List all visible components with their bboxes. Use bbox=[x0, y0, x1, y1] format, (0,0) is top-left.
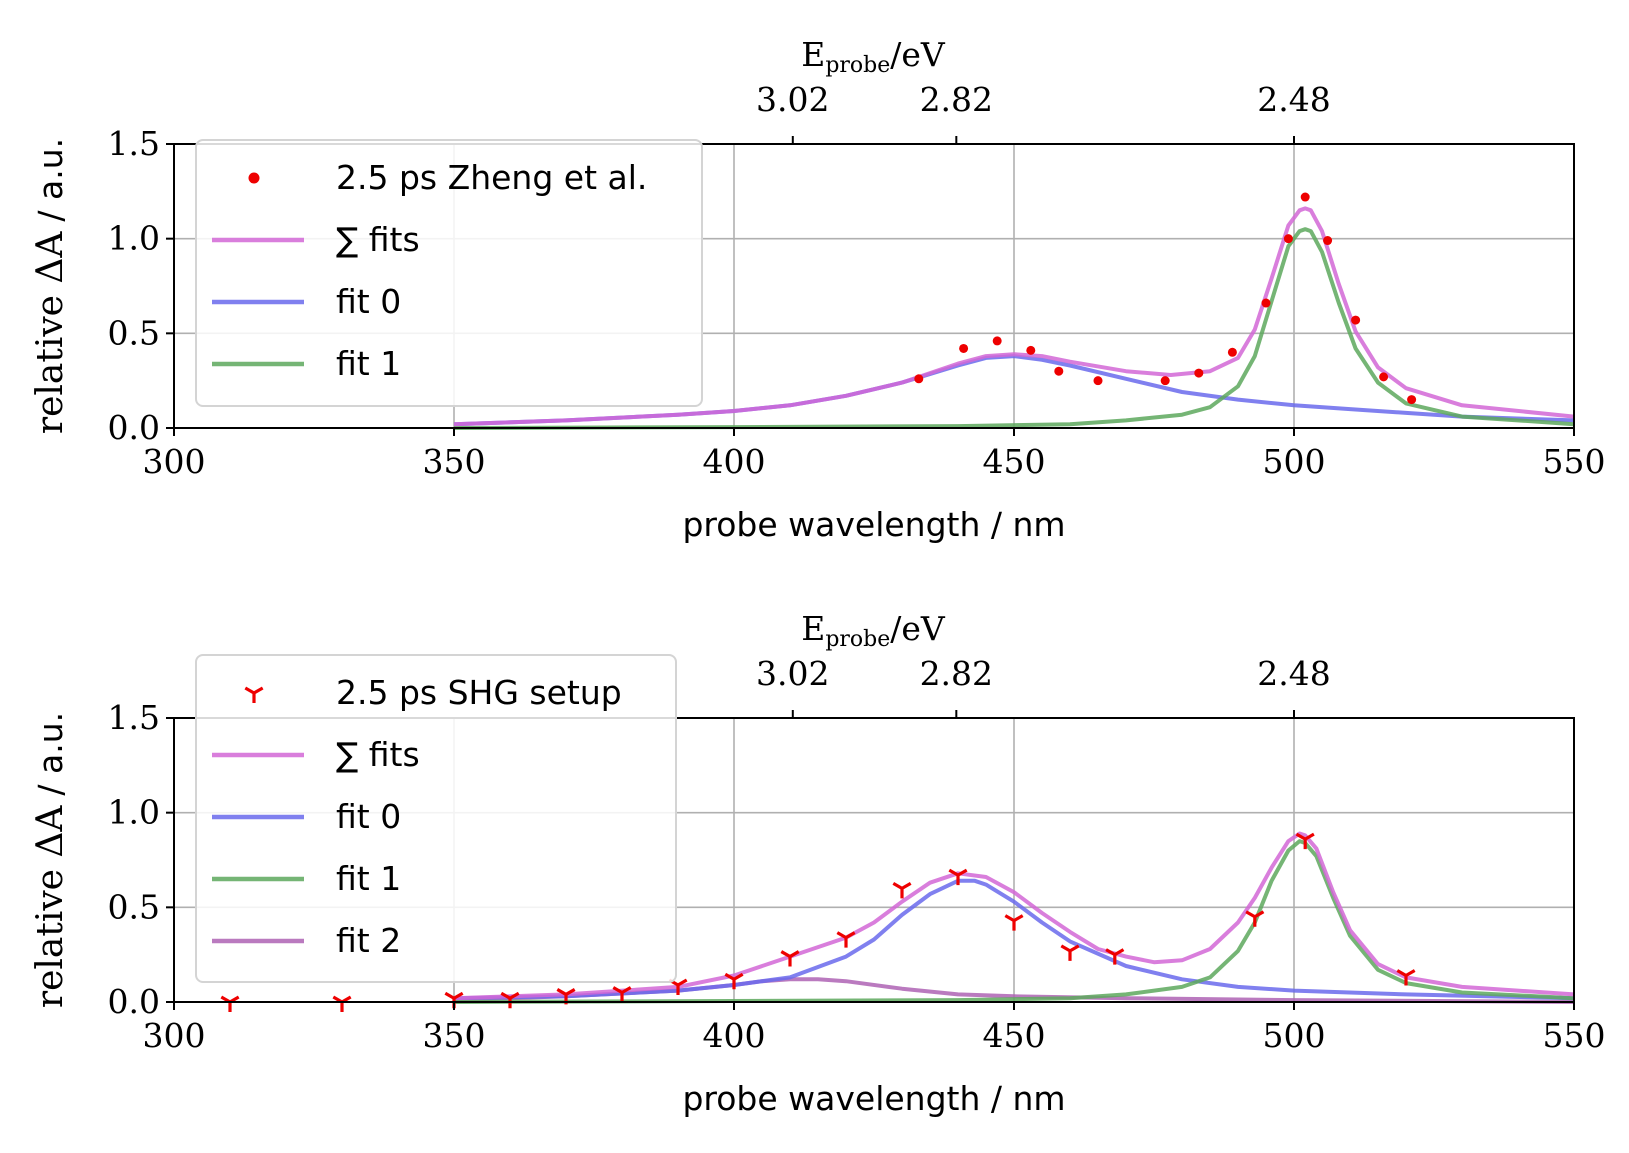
y-tick-label: 1.0 bbox=[108, 219, 160, 258]
plot-frame bbox=[173, 717, 1575, 1003]
x-axis-label: probe wavelength / nm bbox=[682, 505, 1065, 544]
data-point bbox=[780, 950, 800, 967]
y-tick-label: 0.5 bbox=[108, 313, 160, 352]
x-tick-label: 500 bbox=[1263, 1016, 1326, 1055]
data-point bbox=[1026, 345, 1036, 355]
top-axis-label-unit: /eV bbox=[890, 609, 946, 648]
data-point bbox=[1396, 969, 1416, 986]
top-axis-label-main: E bbox=[801, 609, 825, 648]
y-axis-label-unit: / a.u. bbox=[31, 138, 70, 222]
plot-frame bbox=[173, 143, 1575, 429]
x-tick-label: 500 bbox=[1263, 442, 1326, 481]
data-point bbox=[992, 336, 1002, 346]
x-axis-label: probe wavelength / nm bbox=[682, 1079, 1065, 1118]
x-tick-label: 400 bbox=[703, 442, 766, 481]
x-tick-label: 400 bbox=[703, 1016, 766, 1055]
y-tick-label: 1.5 bbox=[108, 124, 160, 163]
top-tick-label: 2.82 bbox=[920, 80, 993, 119]
data-point bbox=[1245, 910, 1265, 927]
x-tick-label: 300 bbox=[143, 442, 206, 481]
top-axis-label-main: E bbox=[801, 35, 825, 74]
x-tick-label: 350 bbox=[423, 442, 486, 481]
top-axis-label: Eprobe/eV bbox=[801, 35, 946, 78]
y-axis-label: relative ΔA / a.u. bbox=[30, 138, 71, 434]
series-line-sum bbox=[453, 206, 1575, 427]
data-point bbox=[1300, 192, 1310, 202]
x-tick-label: 350 bbox=[423, 1016, 486, 1055]
y-axis-label: relative ΔA / a.u. bbox=[30, 712, 71, 1008]
data-point bbox=[332, 995, 352, 1012]
data-point bbox=[1295, 832, 1315, 850]
legend-entry-label: ∑ fits bbox=[336, 735, 420, 774]
y-tick-label: 0.0 bbox=[108, 982, 160, 1021]
legend-entry-label: 2.5 ps Zheng et al. bbox=[336, 158, 647, 197]
legend-entry-label: fit 1 bbox=[336, 859, 401, 898]
y-tick-label: 0.0 bbox=[108, 408, 160, 447]
data-point bbox=[1060, 944, 1080, 961]
top-axis-label: Eprobe/eV bbox=[801, 609, 946, 652]
x-tick-label: 300 bbox=[143, 1016, 206, 1055]
y-axis-label-main: relative ΔA bbox=[30, 231, 71, 435]
data-point bbox=[892, 882, 912, 899]
data-point bbox=[1160, 376, 1170, 386]
data-point bbox=[1227, 347, 1237, 357]
legend: 2.5 ps SHG setup ∑ fits fit 0 fit 1 fit 2 bbox=[195, 654, 677, 983]
data-point bbox=[612, 986, 632, 1003]
y-tick-label: 1.5 bbox=[108, 698, 160, 737]
data-point bbox=[1261, 298, 1271, 308]
data-point bbox=[1323, 236, 1333, 246]
series-line-fit1 bbox=[453, 227, 1575, 430]
legend: 2.5 ps Zheng et al. ∑ fits fit 0 fit 1 bbox=[195, 139, 703, 407]
y-tick-label: 1.0 bbox=[108, 793, 160, 832]
legend-box bbox=[195, 139, 703, 407]
top-axis-label-unit: /eV bbox=[890, 35, 946, 74]
top-axis-label-sub: probe bbox=[825, 627, 890, 652]
data-point bbox=[1379, 372, 1389, 382]
series-line-fit1 bbox=[453, 839, 1575, 1004]
top-tick-label: 2.48 bbox=[1257, 654, 1330, 693]
legend-entry-label: fit 1 bbox=[336, 344, 401, 383]
legend-entry-label: fit 0 bbox=[336, 282, 401, 321]
x-tick-label: 550 bbox=[1543, 1016, 1606, 1055]
chart-panel-1: 300 350 400 450 500 550 0.0 0.5 1.0 1.5 3.02 2.82 2.… bbox=[30, 35, 1606, 544]
legend-marker-tri bbox=[244, 686, 264, 703]
x-tick-label: 450 bbox=[983, 1016, 1046, 1055]
data-point bbox=[1093, 376, 1103, 386]
data-point bbox=[1283, 234, 1293, 244]
data-point bbox=[959, 343, 969, 353]
data-point bbox=[1194, 368, 1204, 378]
data-point bbox=[1105, 948, 1125, 965]
legend-marker-dot bbox=[248, 172, 260, 184]
chart-panel-2: 300 350 400 450 500 550 0.0 0.5 1.0 1.5 3.02 2.82 2.… bbox=[30, 609, 1606, 1118]
data-point bbox=[724, 972, 744, 990]
data-point bbox=[500, 991, 520, 1009]
data-point bbox=[1054, 366, 1064, 376]
y-axis-label-main: relative ΔA bbox=[30, 805, 71, 1009]
top-tick-label: 3.02 bbox=[756, 654, 829, 693]
data-point bbox=[1407, 395, 1417, 405]
legend-entry-label: fit 0 bbox=[336, 797, 401, 836]
data-point bbox=[914, 374, 924, 384]
y-axis-label-unit: / a.u. bbox=[31, 712, 70, 796]
top-tick-label: 2.48 bbox=[1257, 80, 1330, 119]
top-axis-label-sub: probe bbox=[825, 53, 890, 78]
data-point bbox=[948, 868, 968, 886]
data-point bbox=[836, 931, 856, 948]
x-tick-label: 550 bbox=[1543, 442, 1606, 481]
series-line-fit0 bbox=[453, 878, 1575, 1001]
legend-entry-label: fit 2 bbox=[336, 921, 401, 960]
legend-entry-label: 2.5 ps SHG setup bbox=[336, 673, 622, 712]
top-tick-label: 3.02 bbox=[756, 80, 829, 119]
data-point bbox=[1004, 914, 1024, 931]
legend-box bbox=[195, 654, 677, 983]
x-tick-label: 450 bbox=[983, 442, 1046, 481]
legend-entry-label: ∑ fits bbox=[336, 220, 420, 259]
data-point bbox=[220, 995, 240, 1012]
y-tick-label: 0.5 bbox=[108, 887, 160, 926]
top-tick-label: 2.82 bbox=[920, 654, 993, 693]
data-point bbox=[1351, 315, 1361, 325]
